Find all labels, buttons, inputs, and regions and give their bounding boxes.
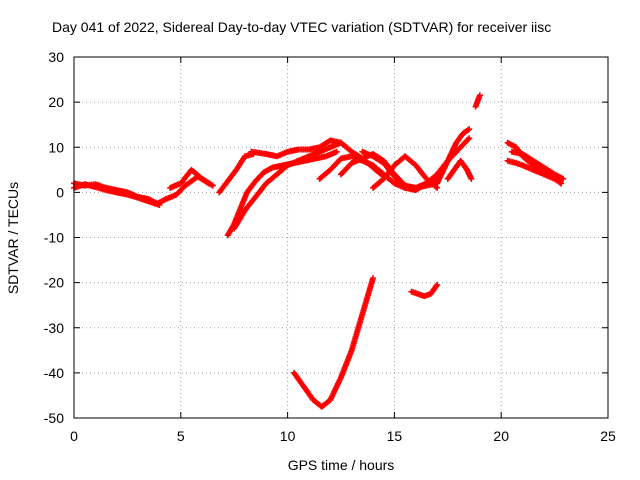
data-point [466,135,473,142]
x-tick-label: 0 [70,428,78,444]
y-axis-label: SDTVAR / TECUs [5,182,21,294]
grid-layer [74,57,608,418]
series-trace-f [231,139,344,232]
data-points-layer [71,92,567,410]
data-point [370,275,377,282]
y-tick-label: 30 [48,49,64,65]
data-point [209,182,216,189]
data-point [434,281,441,288]
data-point [156,202,163,209]
data-point [466,126,473,133]
chart-title: Day 041 of 2022, Sidereal Day-to-day VTE… [52,19,551,35]
x-tick-label: 15 [387,428,403,444]
x-tick-label: 25 [600,428,616,444]
series-trace-c [167,166,216,191]
series-trace-m [444,157,475,182]
x-tick-label: 20 [493,428,509,444]
y-tick-label: -10 [44,230,64,246]
y-tick-label: -20 [44,275,64,291]
series-trace-d [216,151,257,196]
series-trace-k [370,153,441,191]
y-tick-label: 0 [56,184,64,200]
series-trace-l [434,126,473,187]
y-tick-label: -30 [44,320,64,336]
data-point [476,92,483,99]
data-point [560,175,567,182]
y-tick-label: -40 [44,365,64,381]
data-point [468,175,475,182]
y-tick-label: -50 [44,410,64,426]
series-trace-s [408,281,441,300]
series-trace-r [291,275,377,410]
series-trace-b [71,181,163,209]
data-point [333,148,340,155]
x-tick-label: 5 [177,428,185,444]
y-tick-label: 10 [48,139,64,155]
x-axis-label: GPS time / hours [288,457,395,473]
x-tick-label: 10 [280,428,296,444]
data-point [558,180,565,187]
ticks-layer: 0 5 10 15 20 25 -50 -40 -30 -20 -10 0 10 20 30 [44,49,616,444]
y-tick-label: 20 [48,94,64,110]
series-trace-q [508,148,567,182]
plot-frame [73,56,609,419]
series-trace-n [472,92,483,110]
